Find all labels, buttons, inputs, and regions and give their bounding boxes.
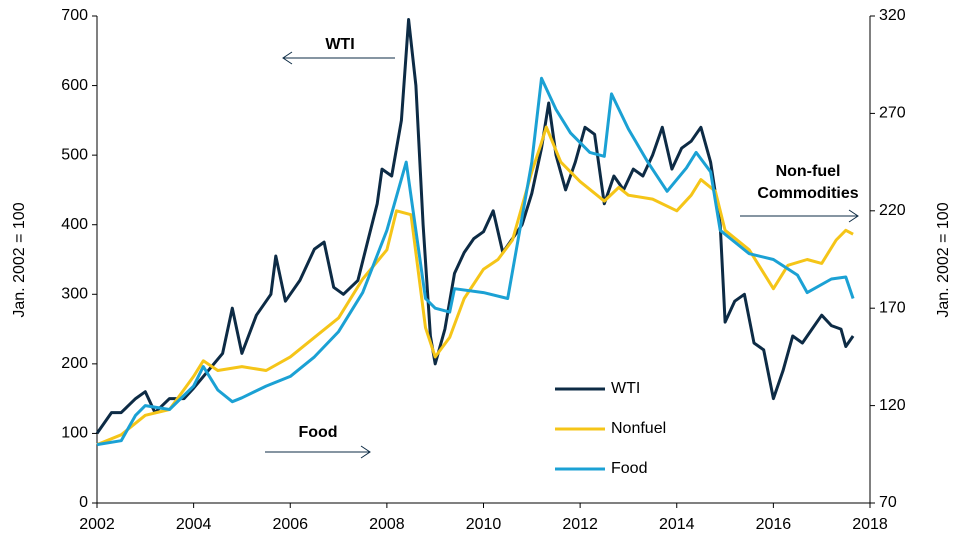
annotation: Non-fuel [776,163,841,180]
y-tick-label: 600 [61,77,88,94]
line-series [96,76,855,447]
arrow-head [282,51,293,65]
y-tick-label: 700 [61,7,88,24]
legend-label: Nonfuel [611,420,666,437]
line-series [96,125,854,446]
x-tick-label: 2006 [272,516,308,533]
y2-tick-label: 120 [879,397,906,414]
x-tick-label: 2016 [756,516,792,533]
x-tick-label: 2018 [852,516,888,533]
y2-tick-label: 170 [879,299,906,316]
legend-label: Food [611,460,647,477]
arrow-head [360,445,371,459]
y-tick-label: 500 [61,146,88,163]
y-tick-label: 0 [79,494,88,511]
x-tick-label: 2010 [466,516,502,533]
y2-tick-label: 220 [879,202,906,219]
y-axis-label: Jan. 2002 = 100 [11,202,28,317]
x-tick-label: 2004 [176,516,212,533]
y-tick-label: 200 [61,355,88,372]
line-series [95,18,855,435]
annotation: Commodities [757,185,858,202]
x-tick-label: 2012 [562,516,598,533]
annotation: WTI [325,36,354,53]
y-tick-label: 400 [61,216,88,233]
y-tick-label: 300 [61,286,88,303]
annotation: Food [298,424,337,441]
y2-axis-label: Jan. 2002 = 100 [935,202,952,317]
x-tick-label: 2008 [369,516,405,533]
x-tick-label: 2014 [659,516,695,533]
x-tick-label: 2002 [79,516,115,533]
y2-tick-label: 270 [879,105,906,122]
y2-tick-label: 320 [879,7,906,24]
annotation-arrows [265,51,859,459]
y-tick-label: 100 [61,425,88,442]
arrow-head [848,209,859,223]
y2-tick-label: 70 [879,494,897,511]
legend-label: WTI [611,380,640,397]
